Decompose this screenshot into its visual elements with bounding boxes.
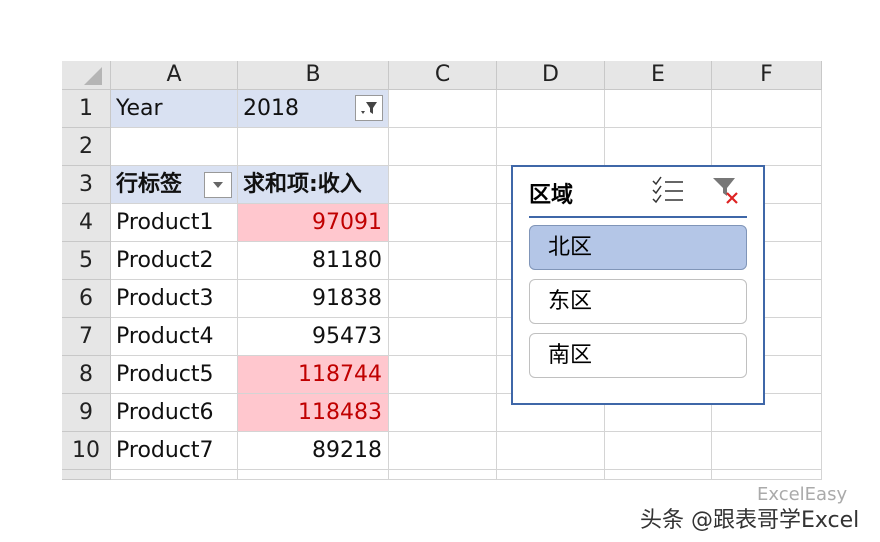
row-header-5[interactable]: 5 [62, 242, 111, 280]
chevron-down-icon [213, 182, 223, 188]
column-header-D[interactable]: D [497, 61, 605, 90]
pivot-row-value[interactable]: 89218 [238, 432, 389, 470]
slicer-title: 区域 [529, 183, 574, 208]
row-header-4[interactable]: 4 [62, 204, 111, 242]
cell[interactable] [389, 166, 497, 204]
cell[interactable] [712, 204, 822, 242]
cell[interactable] [389, 242, 497, 280]
cell[interactable] [712, 356, 822, 394]
cell[interactable] [605, 90, 712, 128]
pivot-row-value[interactable]: 95473 [238, 318, 389, 356]
cell[interactable] [712, 242, 822, 280]
cell[interactable] [497, 128, 605, 166]
cell[interactable] [605, 394, 712, 432]
column-header-E[interactable]: E [605, 61, 712, 90]
cell[interactable] [605, 432, 712, 470]
cell[interactable] [712, 394, 822, 432]
pivot-row-name[interactable]: Product3 [111, 280, 238, 318]
pivot-row-name[interactable]: Product5 [111, 356, 238, 394]
cell[interactable] [389, 432, 497, 470]
pivot-row-value[interactable]: 118483 [238, 394, 389, 432]
cell[interactable] [712, 318, 822, 356]
row-header-9[interactable]: 9 [62, 394, 111, 432]
cell[interactable] [497, 394, 605, 432]
slicer-divider [529, 216, 747, 218]
pivot-row-name[interactable]: Product4 [111, 318, 238, 356]
cell[interactable] [238, 128, 389, 166]
cell[interactable] [712, 280, 822, 318]
select-all-corner[interactable] [62, 61, 111, 90]
cell[interactable] [497, 432, 605, 470]
cell[interactable] [389, 356, 497, 394]
slicer-item[interactable]: 北区 [529, 225, 747, 270]
watermark: 头条 @跟表哥学Excel [640, 508, 860, 533]
row-header-partial [62, 470, 111, 480]
cell[interactable] [389, 90, 497, 128]
row-header-1[interactable]: 1 [62, 90, 111, 128]
pivot-row-value[interactable]: 97091 [238, 204, 389, 242]
clear-filter-icon[interactable] [711, 175, 743, 211]
slicer-item[interactable]: 南区 [529, 333, 747, 378]
row-label-dropdown-button[interactable] [204, 172, 232, 198]
cell[interactable] [712, 90, 822, 128]
pivot-row-value[interactable]: 81180 [238, 242, 389, 280]
column-header-B[interactable]: B [238, 61, 389, 90]
cell[interactable] [712, 432, 822, 470]
cell[interactable] [497, 470, 605, 480]
row-header-2[interactable]: 2 [62, 128, 111, 166]
cell[interactable] [712, 470, 822, 480]
cell[interactable] [389, 394, 497, 432]
row-header-7[interactable]: 7 [62, 318, 111, 356]
cell[interactable] [389, 470, 497, 480]
cell[interactable] [238, 470, 389, 480]
cell[interactable] [389, 280, 497, 318]
row-header-10[interactable]: 10 [62, 432, 111, 470]
column-header-A[interactable]: A [111, 61, 238, 90]
column-header-F[interactable]: F [712, 61, 822, 90]
pivot-row-name[interactable]: Product1 [111, 204, 238, 242]
cell[interactable] [605, 128, 712, 166]
cell[interactable] [111, 128, 238, 166]
cell[interactable] [497, 90, 605, 128]
cell[interactable] [712, 166, 822, 204]
pivot-row-value[interactable]: 118744 [238, 356, 389, 394]
filter-icon [361, 102, 377, 114]
watermark-sub: ExcelEasy [757, 484, 848, 505]
cell[interactable] [389, 128, 497, 166]
filter-dropdown-button[interactable] [355, 95, 383, 121]
cell[interactable] [605, 470, 712, 480]
pivot-row-value[interactable]: 91838 [238, 280, 389, 318]
filter-label-cell[interactable]: Year [111, 90, 238, 128]
cell[interactable] [712, 128, 822, 166]
pivot-row-name[interactable]: Product2 [111, 242, 238, 280]
cell[interactable] [111, 470, 238, 480]
slicer-region[interactable]: 区域 北区 东区 南区 [511, 165, 765, 405]
cell[interactable] [389, 318, 497, 356]
pivot-row-name[interactable]: Product7 [111, 432, 238, 470]
cell[interactable] [389, 204, 497, 242]
column-header-C[interactable]: C [389, 61, 497, 90]
row-header-6[interactable]: 6 [62, 280, 111, 318]
slicer-item[interactable]: 东区 [529, 279, 747, 324]
row-header-8[interactable]: 8 [62, 356, 111, 394]
multi-select-icon[interactable] [651, 175, 685, 209]
pivot-value-header[interactable]: 求和项:收入 [238, 166, 389, 204]
row-header-3[interactable]: 3 [62, 166, 111, 204]
pivot-row-name[interactable]: Product6 [111, 394, 238, 432]
